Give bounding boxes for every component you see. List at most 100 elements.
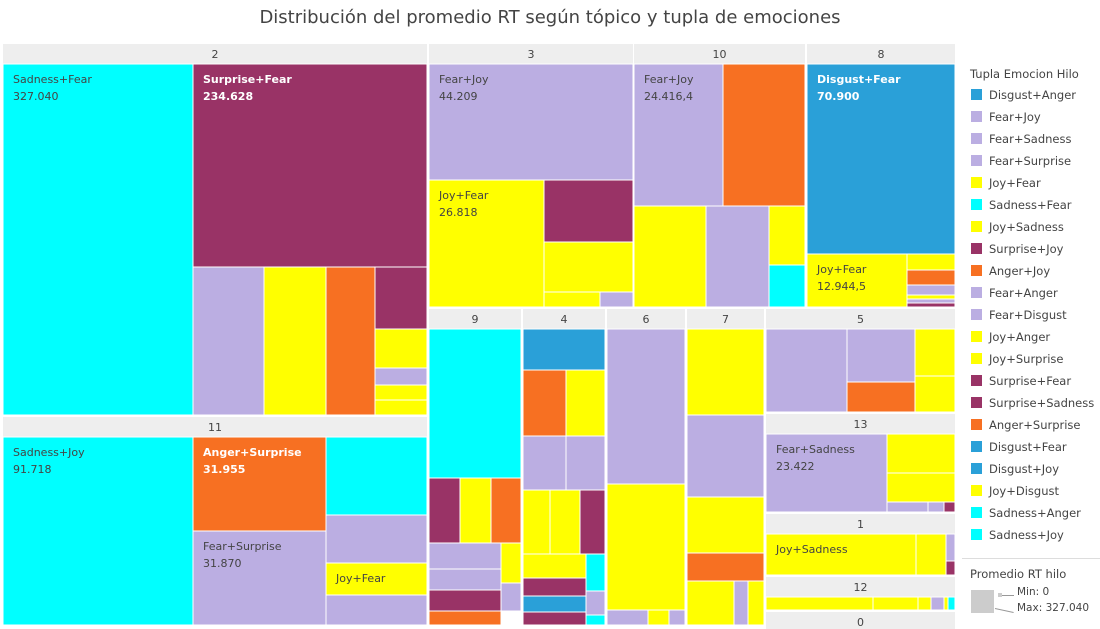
treemap-tile[interactable] xyxy=(906,294,956,300)
legend-item[interactable]: Anger+Joy xyxy=(962,260,1100,282)
treemap-group-13[interactable]: 13 Fear+Sadness 23.422 xyxy=(765,414,956,513)
treemap-tile[interactable] xyxy=(192,530,327,626)
legend-item[interactable]: Surprise+Fear xyxy=(962,370,1100,392)
treemap-tile[interactable] xyxy=(325,266,376,416)
treemap-tile[interactable] xyxy=(943,501,956,513)
treemap-tile[interactable] xyxy=(846,381,916,413)
treemap-tile[interactable] xyxy=(543,291,601,308)
treemap-tile[interactable] xyxy=(428,568,502,591)
treemap-tile[interactable] xyxy=(374,266,428,330)
treemap-group-9[interactable]: 9 xyxy=(428,309,522,626)
treemap-group-6[interactable]: 6 xyxy=(606,309,686,626)
treemap-tile[interactable] xyxy=(522,577,587,597)
treemap-tile[interactable] xyxy=(930,596,945,611)
legend-item[interactable]: Fear+Anger xyxy=(962,282,1100,304)
treemap-tile[interactable] xyxy=(428,589,502,612)
treemap-tile[interactable] xyxy=(886,472,956,503)
legend-item[interactable]: Surprise+Sadness xyxy=(962,392,1100,414)
legend-item[interactable]: Joy+Surprise xyxy=(962,348,1100,370)
treemap-tile[interactable] xyxy=(579,489,606,555)
treemap-tile[interactable] xyxy=(522,369,567,437)
treemap-tile[interactable] xyxy=(768,205,806,266)
treemap-tile[interactable] xyxy=(428,179,545,308)
treemap-tile[interactable] xyxy=(906,269,956,286)
treemap-tile[interactable] xyxy=(647,609,670,626)
treemap-tile[interactable] xyxy=(374,399,428,416)
treemap-tile[interactable] xyxy=(325,436,428,516)
treemap-group-5[interactable]: 5 xyxy=(765,309,956,413)
treemap-tile[interactable] xyxy=(914,375,956,413)
treemap-tile[interactable] xyxy=(606,328,686,485)
treemap-tile[interactable] xyxy=(543,241,634,293)
treemap-tile[interactable] xyxy=(192,266,265,416)
treemap-tile[interactable] xyxy=(906,298,956,304)
treemap-tile[interactable] xyxy=(585,590,606,616)
treemap-tile[interactable] xyxy=(906,284,956,296)
treemap-tile[interactable] xyxy=(565,369,606,437)
treemap-tile[interactable] xyxy=(490,477,522,544)
treemap-tile[interactable] xyxy=(686,414,765,498)
treemap-tile[interactable] xyxy=(325,594,428,626)
treemap-tile[interactable] xyxy=(325,562,428,596)
treemap-tile[interactable] xyxy=(428,542,502,570)
treemap-tile[interactable] xyxy=(192,63,428,268)
group-header[interactable] xyxy=(766,514,955,534)
treemap-tile[interactable] xyxy=(500,542,522,584)
treemap-tile[interactable] xyxy=(846,328,916,383)
legend-item[interactable]: Disgust+Joy xyxy=(962,458,1100,480)
legend-item[interactable]: Sadness+Anger xyxy=(962,502,1100,524)
group-header[interactable] xyxy=(3,44,427,64)
group-header[interactable] xyxy=(429,309,521,329)
treemap-tile[interactable] xyxy=(633,205,707,308)
treemap-tile[interactable] xyxy=(428,610,502,626)
legend-item[interactable]: Fear+Surprise xyxy=(962,150,1100,172)
treemap-tile[interactable] xyxy=(686,580,735,626)
treemap-tile[interactable] xyxy=(585,553,606,592)
legend-item[interactable]: Disgust+Anger xyxy=(962,84,1100,106)
treemap-tile[interactable] xyxy=(914,328,956,377)
legend-item[interactable]: Surprise+Joy xyxy=(962,238,1100,260)
legend-item[interactable]: Fear+Disgust xyxy=(962,304,1100,326)
group-header[interactable] xyxy=(766,612,955,629)
treemap-tile[interactable] xyxy=(668,609,686,626)
treemap-tile[interactable] xyxy=(374,367,428,386)
treemap-tile[interactable] xyxy=(765,533,917,576)
treemap-tile[interactable] xyxy=(633,63,724,207)
treemap-group-8[interactable]: 8 Disgust+Fear 70.900 Joy+Fear 12.944,5 xyxy=(806,44,956,308)
treemap-group-10[interactable]: 10 Fear+Joy 24.416,4 xyxy=(633,44,806,308)
group-header[interactable] xyxy=(634,44,805,64)
treemap-tile[interactable] xyxy=(606,609,649,626)
treemap-tile[interactable] xyxy=(947,596,956,611)
treemap-group-2[interactable]: 2 Sadness+Fear 327.040 Surprise+Fear 234.628 xyxy=(2,44,428,416)
legend-item[interactable]: Joy+Sadness xyxy=(962,216,1100,238)
treemap-tile[interactable] xyxy=(765,596,874,611)
treemap-tile[interactable] xyxy=(943,596,949,611)
treemap-tile[interactable] xyxy=(565,435,606,491)
treemap-tile[interactable] xyxy=(906,253,956,271)
treemap-tile[interactable] xyxy=(500,582,522,612)
legend-item[interactable]: Joy+Fear xyxy=(962,172,1100,194)
treemap-group-4[interactable]: 4 xyxy=(522,309,606,626)
treemap-tile[interactable] xyxy=(325,514,428,564)
group-header[interactable] xyxy=(766,414,955,434)
treemap-tile[interactable] xyxy=(927,501,945,513)
treemap-tile[interactable] xyxy=(806,63,956,255)
treemap-tile[interactable] xyxy=(522,435,567,491)
treemap-tile[interactable] xyxy=(2,436,194,626)
treemap-tile[interactable] xyxy=(945,560,956,576)
treemap-group-0[interactable]: 0 xyxy=(766,612,955,629)
treemap-tile[interactable] xyxy=(192,436,327,532)
legend-item[interactable]: Sadness+Fear xyxy=(962,194,1100,216)
treemap-tile[interactable] xyxy=(522,611,587,626)
treemap-tile[interactable] xyxy=(686,552,765,582)
treemap-tile[interactable] xyxy=(522,595,587,613)
group-header[interactable] xyxy=(766,309,955,329)
treemap-tile[interactable] xyxy=(428,63,634,181)
group-header[interactable] xyxy=(766,577,955,597)
treemap-tile[interactable] xyxy=(585,614,606,626)
legend-item[interactable]: Sadness+Joy xyxy=(962,524,1100,546)
treemap-group-1[interactable]: 1 Joy+Sadness xyxy=(765,514,956,576)
treemap-tile[interactable] xyxy=(374,384,428,401)
treemap-tile[interactable] xyxy=(428,477,461,544)
treemap-tile[interactable] xyxy=(686,496,765,554)
